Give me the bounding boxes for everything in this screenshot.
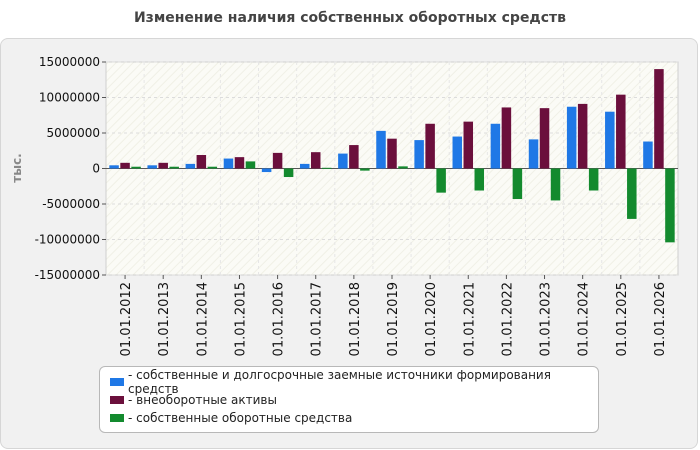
bar-series-2: [474, 168, 485, 191]
bar-series-0: [566, 106, 577, 169]
y-tick-label: 10000000: [39, 91, 100, 105]
bar-series-2: [360, 168, 370, 171]
x-tick-labels: 01.01.2012 01.01.2013 01.01.2014 01.01.2015…: [119, 275, 668, 356]
x-tick-label: 01.01.2019: [386, 282, 401, 356]
chart-legend: - собственные и долгосрочные заемные ист…: [99, 366, 599, 433]
bar-series-0: [528, 139, 539, 169]
bar-series-1: [616, 94, 626, 169]
bar-series-2: [321, 167, 332, 169]
legend-swatch-working-capital: [110, 414, 124, 422]
y-axis-label: тыс.: [10, 153, 24, 182]
bar-series-2: [131, 166, 141, 169]
bar-series-1: [425, 123, 435, 169]
y-tick-label: -10000000: [35, 233, 100, 247]
legend-item-working-capital: - собственные оборотные средства: [110, 409, 588, 427]
bars: [109, 69, 675, 243]
bar-series-0: [147, 165, 157, 169]
y-tick-labels: 15000000 10000000 5000000 0 -5000000 -1000000…: [35, 55, 100, 282]
x-tick-label: 01.01.2013: [157, 282, 172, 356]
bar-series-0: [414, 140, 424, 169]
legend-swatch-sources: [110, 378, 124, 386]
bar-series-2: [436, 168, 446, 193]
bar-series-1: [158, 162, 168, 169]
bar-series-2: [627, 168, 637, 219]
bar-series-1: [234, 157, 245, 169]
bar-series-2: [550, 168, 561, 201]
x-tick-label: 01.01.2012: [119, 282, 134, 356]
y-tick-label: 0: [92, 162, 100, 176]
legend-item-noncurrent: - внеоборотные активы: [110, 391, 588, 409]
bar-series-0: [185, 163, 196, 169]
bar-series-0: [109, 165, 119, 169]
x-tick-label: 01.01.2025: [615, 282, 630, 356]
bar-series-0: [338, 153, 348, 169]
bar-series-1: [577, 103, 588, 169]
bar-series-0: [376, 130, 386, 169]
bar-series-2: [245, 161, 256, 169]
chart-title: Изменение наличия собственных оборотных …: [133, 10, 567, 26]
bar-series-2: [169, 166, 179, 169]
bar-series-2: [588, 168, 599, 191]
x-tick-label: 01.01.2018: [348, 282, 363, 356]
bar-series-0: [605, 111, 615, 169]
y-tick-label: 15000000: [39, 55, 100, 69]
legend-label-noncurrent: - внеоборотные активы: [128, 393, 277, 407]
bar-series-1: [463, 121, 474, 169]
bar-series-1: [310, 152, 321, 169]
bar-series-0: [223, 158, 234, 169]
legend-item-sources: - собственные и долгосрочные заемные ист…: [110, 368, 588, 396]
y-tick-label: -5000000: [42, 197, 100, 211]
x-tick-label: 01.01.2015: [233, 282, 248, 356]
bar-series-2: [398, 166, 408, 169]
bar-series-0: [490, 123, 501, 169]
bar-series-1: [539, 108, 550, 169]
bar-series-1: [349, 145, 359, 169]
bar-series-2: [207, 166, 218, 169]
x-tick-label: 01.01.2020: [424, 282, 439, 356]
bar-series-0: [643, 141, 653, 169]
x-tick-label: 01.01.2024: [577, 282, 592, 356]
bar-series-1: [387, 138, 397, 169]
bar-series-1: [501, 107, 512, 169]
x-tick-label: 01.01.2023: [539, 282, 554, 356]
legend-label-sources: - собственные и долгосрочные заемные ист…: [128, 368, 551, 396]
legend-label-working-capital: - собственные оборотные средства: [128, 411, 353, 425]
x-tick-label: 01.01.2016: [272, 282, 287, 356]
bar-series-2: [512, 168, 523, 200]
y-tick-label: 5000000: [47, 126, 100, 140]
x-tick-label: 01.01.2022: [500, 282, 515, 356]
x-tick-label: 01.01.2017: [310, 282, 325, 356]
bar-series-0: [299, 163, 310, 169]
bar-series-2: [283, 168, 294, 178]
bar-series-0: [452, 136, 463, 169]
x-tick-label: 01.01.2026: [653, 282, 668, 356]
x-tick-label: 01.01.2014: [195, 282, 210, 356]
bar-series-1: [654, 69, 664, 169]
legend-swatch-noncurrent: [110, 396, 124, 404]
bar-series-0: [261, 168, 272, 173]
bar-series-1: [272, 152, 283, 169]
bar-series-2: [665, 168, 675, 243]
y-tick-label: -15000000: [35, 268, 100, 282]
bar-series-1: [196, 155, 207, 169]
x-tick-label: 01.01.2021: [462, 282, 477, 356]
bar-series-1: [120, 162, 130, 169]
